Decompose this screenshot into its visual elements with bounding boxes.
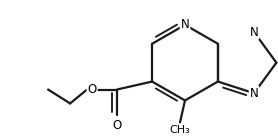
Text: N: N <box>181 18 189 31</box>
Text: CH₃: CH₃ <box>170 125 190 135</box>
Text: N: N <box>250 87 259 100</box>
Text: N: N <box>250 26 259 39</box>
Text: O: O <box>88 83 97 96</box>
Text: O: O <box>113 119 122 132</box>
